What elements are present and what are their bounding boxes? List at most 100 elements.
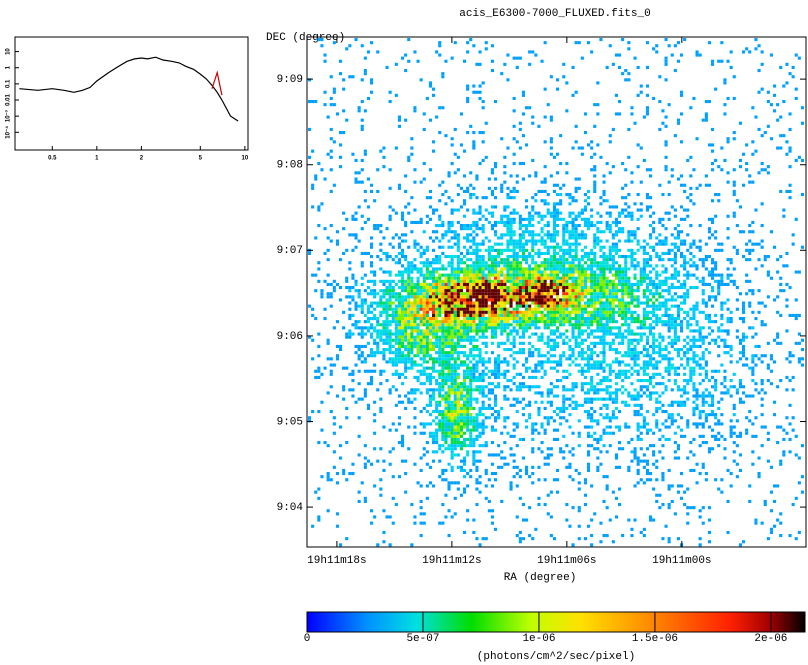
pixel xyxy=(702,351,705,354)
pixel xyxy=(506,215,509,218)
pixel xyxy=(646,326,649,329)
pixel xyxy=(646,193,649,196)
pixel xyxy=(621,277,624,280)
pixel xyxy=(677,286,680,289)
pixel xyxy=(742,336,745,339)
pixel xyxy=(392,286,395,289)
pixel xyxy=(562,236,565,239)
pixel xyxy=(420,364,423,367)
pixel xyxy=(686,311,689,314)
pixel xyxy=(556,308,559,311)
pixel xyxy=(451,143,454,146)
pixel xyxy=(448,317,451,320)
pixel xyxy=(336,240,339,243)
pixel xyxy=(494,162,497,165)
pixel xyxy=(398,271,401,274)
pixel xyxy=(702,261,705,264)
pixel xyxy=(479,227,482,230)
pixel xyxy=(395,370,398,373)
pixel xyxy=(637,66,640,69)
pixel xyxy=(401,212,404,215)
pixel xyxy=(640,379,643,382)
pixel xyxy=(429,323,432,326)
pixel xyxy=(705,376,708,379)
pixel xyxy=(581,323,584,326)
pixel xyxy=(348,329,351,332)
pixel xyxy=(472,292,475,295)
pixel xyxy=(599,264,602,267)
pixel xyxy=(432,336,435,339)
pixel xyxy=(432,370,435,373)
pixel xyxy=(469,252,472,255)
pixel xyxy=(621,267,624,270)
pixel xyxy=(587,360,590,363)
pixel xyxy=(522,364,525,367)
pixel xyxy=(711,305,714,308)
pixel xyxy=(581,292,584,295)
pixel xyxy=(627,339,630,342)
pixel xyxy=(785,63,788,66)
pixel xyxy=(575,283,578,286)
pixel xyxy=(590,209,593,212)
pixel xyxy=(599,298,602,301)
pixel xyxy=(578,178,581,181)
pixel xyxy=(472,388,475,391)
pixel xyxy=(522,351,525,354)
pixel xyxy=(578,333,581,336)
pixel xyxy=(568,261,571,264)
pixel xyxy=(386,292,389,295)
pixel xyxy=(680,218,683,221)
pixel xyxy=(705,255,708,258)
pixel xyxy=(751,153,754,156)
pixel xyxy=(401,271,404,274)
pixel xyxy=(469,336,472,339)
pixel xyxy=(506,78,509,81)
pixel xyxy=(386,255,389,258)
pixel xyxy=(429,342,432,345)
pixel xyxy=(364,357,367,360)
pixel xyxy=(482,283,485,286)
pixel xyxy=(460,360,463,363)
pixel xyxy=(658,360,661,363)
pixel xyxy=(379,224,382,227)
pixel xyxy=(510,286,513,289)
pixel xyxy=(500,267,503,270)
pixel xyxy=(606,308,609,311)
pixel xyxy=(699,184,702,187)
pixel xyxy=(621,373,624,376)
pixel xyxy=(417,333,420,336)
pixel xyxy=(609,205,612,208)
pixel xyxy=(330,283,333,286)
pixel xyxy=(689,258,692,261)
pixel xyxy=(547,221,550,224)
pixel xyxy=(429,298,432,301)
pixel xyxy=(503,370,506,373)
pixel xyxy=(553,323,556,326)
pixel xyxy=(643,311,646,314)
pixel xyxy=(634,345,637,348)
pixel xyxy=(621,289,624,292)
pixel xyxy=(544,215,547,218)
pixel xyxy=(444,308,447,311)
pixel xyxy=(348,336,351,339)
pixel xyxy=(603,292,606,295)
pixel xyxy=(686,295,689,298)
colorbar-label: (photons/cm^2/sec/pixel) xyxy=(477,651,635,663)
pixel xyxy=(448,357,451,360)
pixel xyxy=(612,302,615,305)
pixel xyxy=(320,38,323,41)
pixel xyxy=(795,218,798,221)
pixel xyxy=(510,283,513,286)
pixel xyxy=(696,308,699,311)
pixel xyxy=(395,333,398,336)
pixel xyxy=(472,329,475,332)
pixel xyxy=(463,271,466,274)
pixel xyxy=(500,323,503,326)
pixel xyxy=(432,295,435,298)
pixel xyxy=(522,112,525,115)
pixel xyxy=(572,255,575,258)
pixel xyxy=(469,382,472,385)
pixel xyxy=(578,311,581,314)
pixel xyxy=(519,162,522,165)
pixel xyxy=(655,50,658,53)
